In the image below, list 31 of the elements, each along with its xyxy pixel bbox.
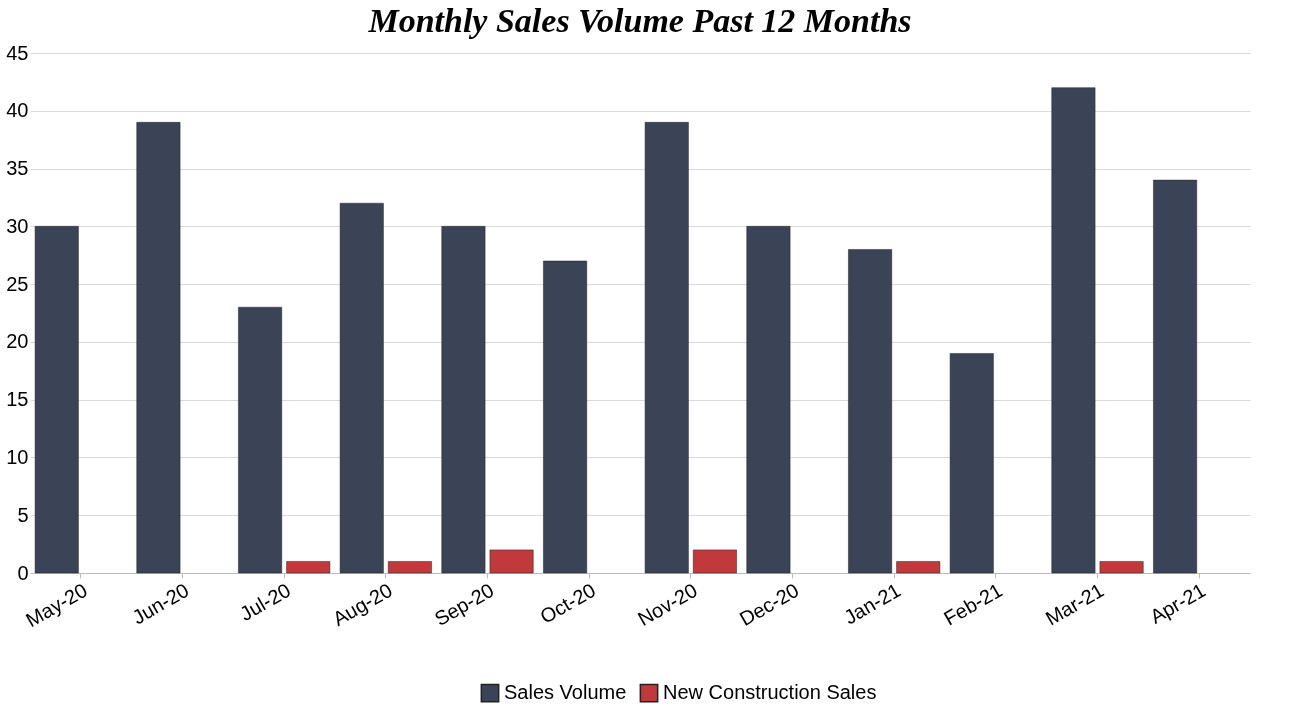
y-tick-label: 10 [6, 445, 29, 468]
y-tick-label: 35 [6, 157, 29, 180]
y-tick-label: 45 [6, 41, 29, 64]
y-tick-label: 40 [6, 99, 29, 122]
bar [1099, 561, 1144, 574]
bar [848, 249, 893, 574]
y-tick-label: 5 [17, 503, 29, 526]
legend-label: New Construction Sales [663, 681, 877, 704]
bar [238, 306, 283, 574]
y-tick-label: 30 [6, 214, 29, 237]
bar [543, 260, 588, 574]
y-tick-label: 15 [6, 388, 29, 411]
bar [949, 353, 994, 574]
bar [1051, 87, 1096, 574]
bar [441, 226, 486, 574]
y-tick-label: 25 [6, 272, 29, 295]
chart-title: Monthly Sales Volume Past 12 Months [367, 2, 912, 39]
legend-label: Sales Volume [504, 681, 627, 704]
bar [746, 226, 791, 574]
bar [136, 122, 181, 574]
bar [896, 561, 941, 574]
bar [644, 122, 689, 574]
y-tick-label: 0 [17, 561, 29, 584]
bar [1153, 179, 1198, 574]
bar [387, 561, 432, 574]
bar [34, 226, 79, 574]
bar [489, 549, 534, 574]
bar [692, 549, 737, 574]
bar [339, 202, 384, 574]
y-tick-label: 20 [6, 330, 29, 353]
bar [286, 561, 331, 574]
